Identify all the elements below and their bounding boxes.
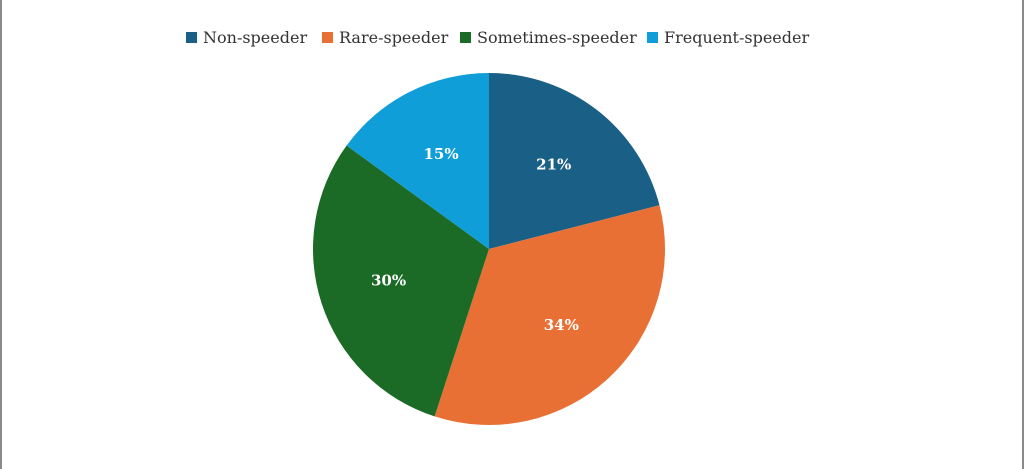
legend-item-non-speeder: Non-speeder [186,26,307,48]
legend-item-sometimes-speeder: Sometimes-speeder [460,26,637,48]
legend-item-frequent-speeder: Frequent-speeder [647,26,809,48]
slice-label-rare-speeder: 34% [544,316,579,334]
legend-label-sometimes-speeder: Sometimes-speeder [477,27,637,47]
slice-label-non-speeder: 21% [536,156,571,174]
pie-slice-non-speeder [489,73,660,249]
legend-swatch-rare-speeder [322,31,333,43]
legend-label-non-speeder: Non-speeder [203,27,308,47]
legend-label-frequent-speeder: Frequent-speeder [664,27,810,47]
pie-slice-rare-speeder [434,205,665,426]
frame-right-border [1022,0,1024,469]
frame-left-border [0,0,2,469]
pie-slice-frequent-speeder [346,73,489,249]
slice-label-sometimes-speeder: 30% [371,272,406,290]
legend-item-rare-speeder: Rare-speeder [322,26,448,48]
legend-swatch-frequent-speeder [647,31,658,43]
legend-swatch-sometimes-speeder [460,31,471,43]
slice-label-frequent-speeder: 15% [423,145,458,163]
legend-label-rare-speeder: Rare-speeder [339,27,449,47]
pie-slice-sometimes-speeder [312,145,489,417]
legend-swatch-non-speeder [186,31,197,43]
chart-legend: Non-speeder Rare-speeder Sometimes-speed… [0,26,1024,48]
